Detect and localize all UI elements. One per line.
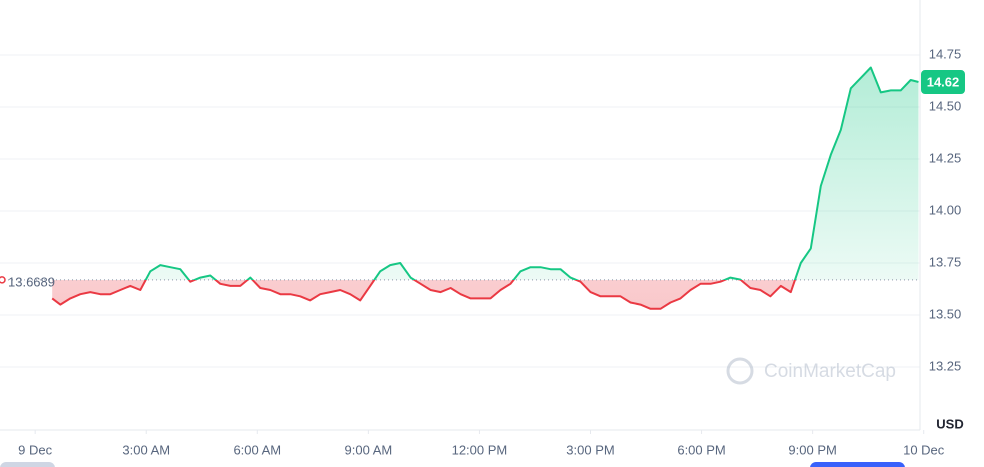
baseline-dot (0, 276, 6, 284)
y-tick-label: 14.25 (929, 150, 962, 165)
y-tick-label: 14.50 (929, 98, 962, 113)
x-tick-label: 9:00 AM (345, 442, 393, 457)
x-tick-label: 9:00 PM (788, 442, 836, 457)
baseline-label: 13.6689 (8, 274, 55, 289)
y-tick-label: 14.00 (929, 202, 962, 217)
x-tick-label: 6:00 PM (677, 442, 725, 457)
price-badge (921, 70, 965, 95)
x-tick-label: 10 Dec (903, 442, 945, 457)
grid (0, 54, 920, 368)
y-tick-label: 13.50 (929, 306, 962, 321)
currency-label: USD (936, 416, 963, 431)
price-line (51, 66, 919, 310)
y-tick-label: 13.25 (929, 358, 962, 373)
range-handle[interactable] (810, 462, 905, 467)
x-tick-label: 3:00 PM (566, 442, 614, 457)
y-tick-label: 14.75 (929, 46, 962, 61)
range-handle[interactable] (0, 462, 55, 467)
price-badge-label: 14.62 (927, 74, 960, 89)
watermark-text: CoinMarketCap (764, 361, 896, 382)
x-tick-label: 12:00 PM (452, 442, 508, 457)
x-tick-label: 3:00 AM (122, 442, 170, 457)
watermark: CoinMarketCap (726, 357, 896, 385)
y-tick-label: 13.75 (929, 254, 962, 269)
watermark-logo (726, 357, 754, 385)
area-fill (52, 67, 919, 309)
x-tick-label: 6:00 AM (233, 442, 281, 457)
x-tick-label: 9 Dec (18, 442, 52, 457)
